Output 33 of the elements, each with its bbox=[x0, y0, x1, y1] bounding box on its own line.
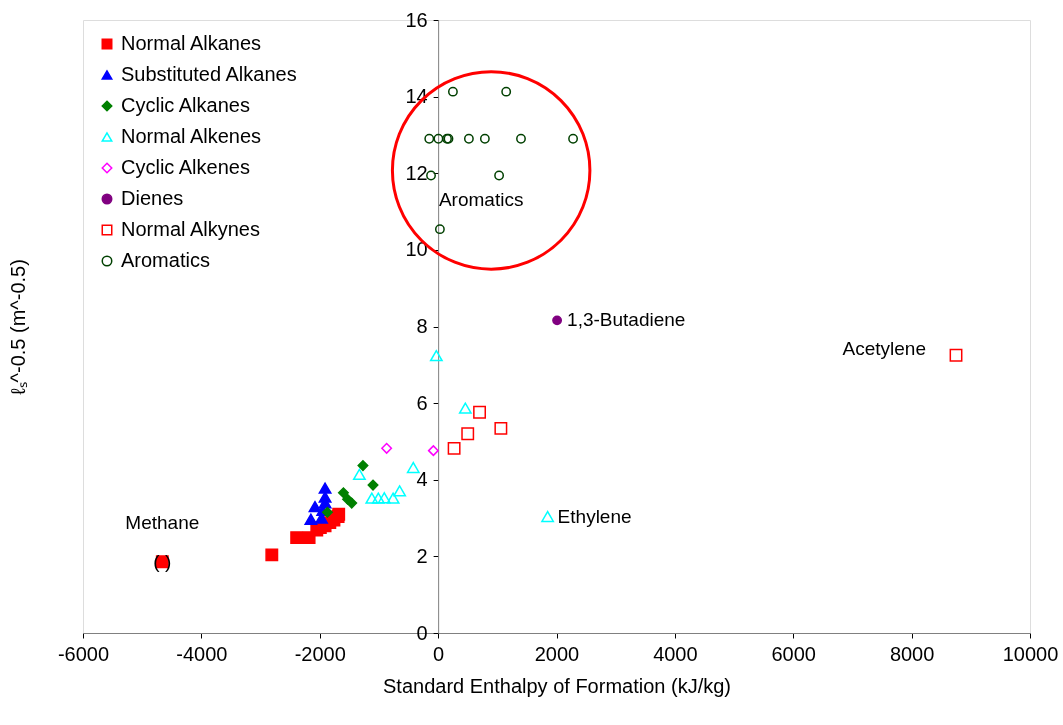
legend-label: Cyclic Alkanes bbox=[121, 94, 250, 116]
legend-label: Aromatics bbox=[121, 249, 210, 271]
legend-label: Normal Alkynes bbox=[121, 218, 260, 240]
x-tick-label: -2000 bbox=[294, 642, 346, 665]
annotation: ( ) bbox=[153, 550, 172, 572]
legend-label: Substituted Alkanes bbox=[121, 63, 297, 85]
y-tick-label: 4 bbox=[416, 468, 428, 491]
legend-label: Normal Alkanes bbox=[121, 32, 262, 54]
x-tick-label: 0 bbox=[433, 642, 445, 665]
annotation: 1,3-Butadiene bbox=[567, 309, 686, 331]
x-tick-label: 2000 bbox=[534, 642, 580, 665]
y-tick-label: 6 bbox=[416, 391, 428, 414]
y-axis-title: ℓₛ^-0.5 (m^-0.5) bbox=[6, 259, 29, 395]
annotation: Acetylene bbox=[842, 338, 927, 360]
x-tick-label: -6000 bbox=[57, 642, 110, 665]
legend-label: Normal Alkenes bbox=[121, 125, 262, 147]
x-tick-label: -4000 bbox=[176, 642, 228, 665]
y-tick-label: 0 bbox=[416, 621, 428, 644]
legend-label: Cyclic Alkenes bbox=[121, 156, 250, 178]
annotation: Aromatics bbox=[438, 189, 524, 211]
y-tick-label: 2 bbox=[416, 544, 428, 567]
x-tick-label: 6000 bbox=[771, 642, 816, 665]
y-tick-label: 8 bbox=[416, 315, 428, 337]
x-tick-label: 8000 bbox=[889, 642, 935, 665]
annotation: Methane bbox=[125, 511, 200, 533]
x-axis-title: Standard Enthalpy of Formation (kJ/kg) bbox=[383, 674, 731, 697]
x-tick-label: 4000 bbox=[653, 642, 698, 665]
annotation: Ethylene bbox=[557, 505, 632, 527]
y-tick-label: 10 bbox=[405, 238, 428, 261]
y-tick-label: 16 bbox=[405, 8, 428, 31]
y-tick-label: 12 bbox=[405, 161, 428, 184]
x-tick-label: 10000 bbox=[1002, 642, 1059, 665]
legend-label: Dienes bbox=[121, 187, 184, 209]
